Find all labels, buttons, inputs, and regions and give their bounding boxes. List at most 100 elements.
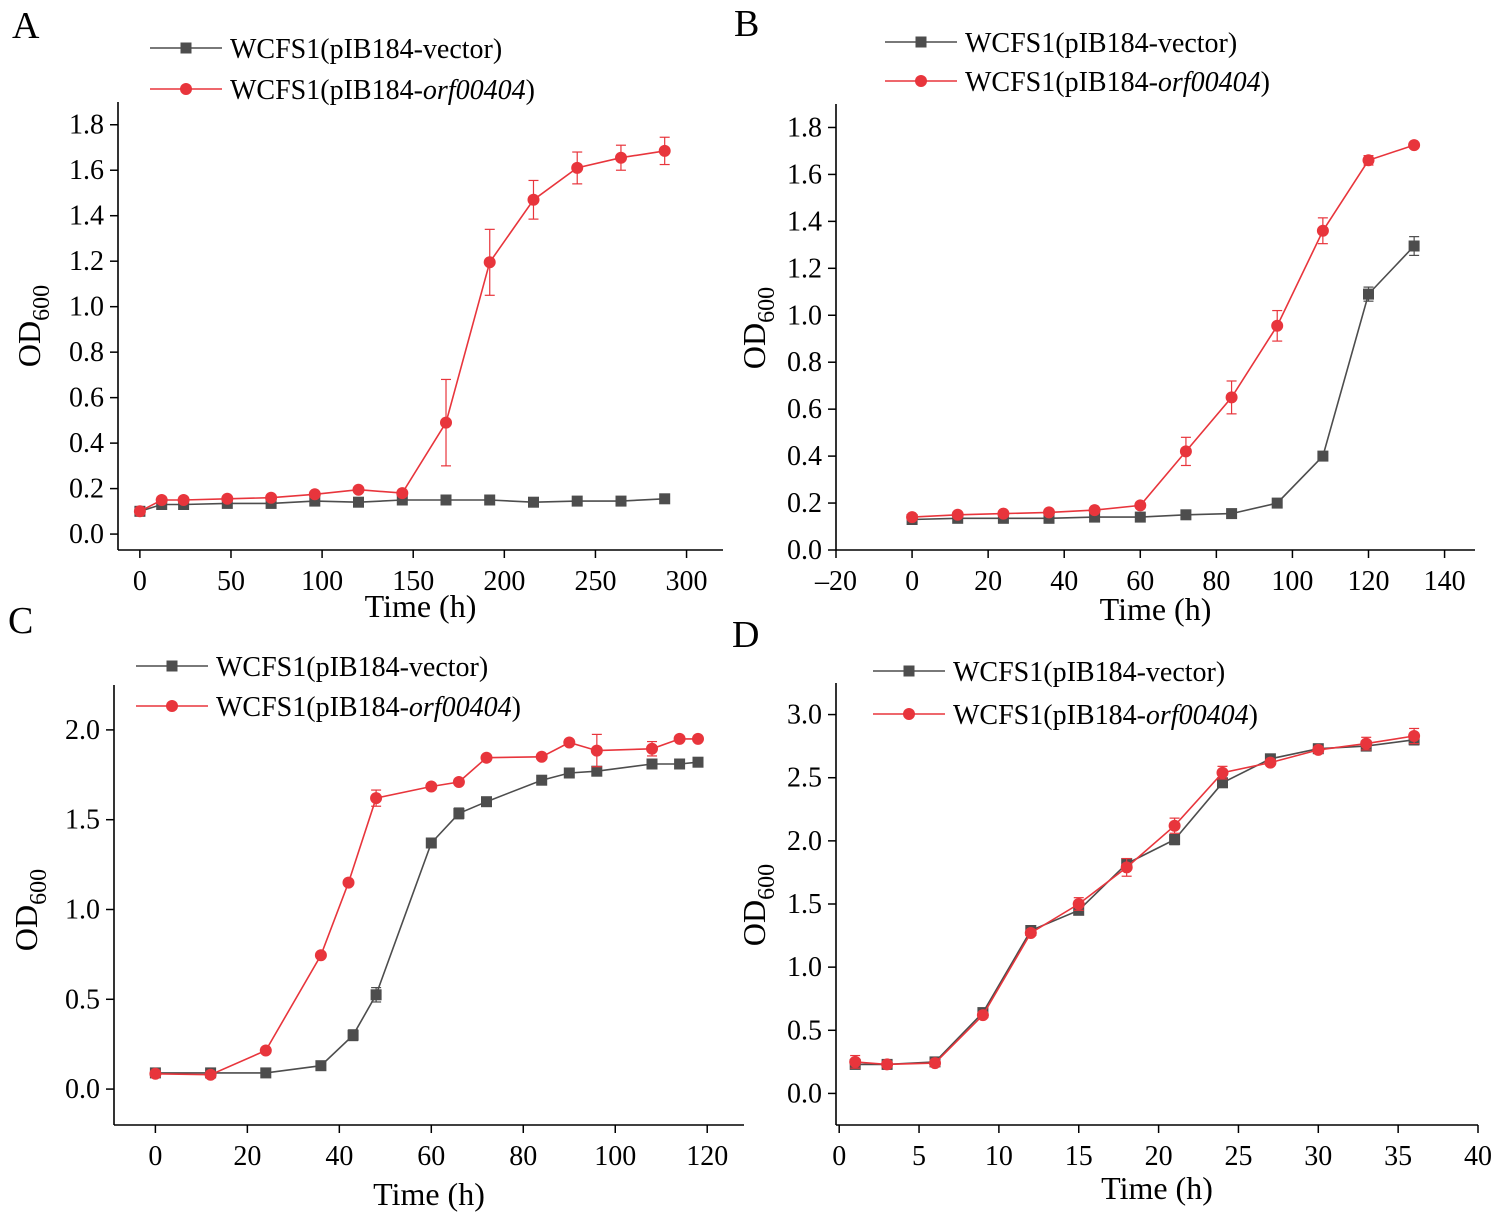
data-point <box>370 989 382 1001</box>
y-tick-label: 0.4 <box>69 428 104 459</box>
y-tick-label: 0.0 <box>787 535 822 566</box>
legend-label: WCFS1(pIB184-orf00404) <box>965 67 1270 98</box>
y-axis-title: OD600 <box>736 864 780 946</box>
x-tick-label: 0 <box>133 566 147 597</box>
data-point <box>527 193 540 206</box>
legend: WCFS1(pIB184-vector)WCFS1(pIB184-orf0040… <box>873 657 1258 731</box>
legend-label: WCFS1(pIB184-vector) <box>216 652 488 683</box>
x-tick-label: 200 <box>483 566 525 597</box>
y-axis-title-main: OD <box>736 900 772 946</box>
legend: WCFS1(pIB184-vector) WCFS1(pIB184-orf0040… <box>885 28 1270 98</box>
data-point <box>563 767 575 779</box>
legend-label: WCFS1(pIB184-vector) <box>953 657 1225 688</box>
x-tick-label: 140 <box>1424 566 1466 597</box>
data-point <box>1312 743 1325 756</box>
series-orf00404 <box>133 136 671 518</box>
x-axis-title: Time (h) <box>1100 591 1212 627</box>
series-line <box>912 245 1415 521</box>
x-axis-title: Time (h) <box>365 588 477 624</box>
data-point <box>396 487 409 500</box>
y-tick-label: 1.2 <box>787 253 822 284</box>
y-tick-label: 0.2 <box>69 474 104 505</box>
data-point <box>1072 898 1085 910</box>
legend-label-suffix: ) <box>512 692 521 723</box>
data-point <box>155 494 168 506</box>
legend-marker <box>903 665 915 677</box>
data-point <box>483 256 496 269</box>
data-point <box>480 751 493 764</box>
data-point <box>1225 391 1238 404</box>
data-point <box>536 774 548 786</box>
legend-label-suffix: vector) <box>1158 28 1237 59</box>
legend-label-prefix: WCFS1(pIB184- <box>965 67 1158 98</box>
x-tick-label: 35 <box>1384 1141 1412 1172</box>
panel-letter: A <box>12 5 40 47</box>
data-point <box>646 758 658 770</box>
legend-marker <box>180 83 192 95</box>
data-point <box>1408 139 1421 152</box>
x-tick-label: 120 <box>1348 566 1390 597</box>
data-point <box>149 1067 162 1080</box>
x-axis-title: Time (h) <box>1101 1170 1213 1206</box>
legend-label-suffix: ) <box>1249 700 1258 731</box>
data-point <box>425 837 437 849</box>
data-point <box>997 507 1010 520</box>
y-tick-label: 1.2 <box>69 246 104 277</box>
y-tick-label: 1.6 <box>787 159 822 190</box>
data-point <box>1362 154 1375 167</box>
x-tick-label: 100 <box>301 566 343 597</box>
y-axis-title-subscript: 600 <box>29 285 55 321</box>
y-tick-label: 1.0 <box>69 292 104 323</box>
legend-marker <box>903 708 915 720</box>
y-tick-label: 2.5 <box>787 763 822 794</box>
x-tick-label: 50 <box>217 566 245 597</box>
y-axis-title-subscript: 600 <box>754 287 780 323</box>
data-point <box>674 758 686 770</box>
y-axis-title-subscript: 600 <box>754 864 780 900</box>
data-point <box>591 765 603 777</box>
data-point <box>260 1067 272 1079</box>
data-point <box>1264 756 1277 769</box>
data-point <box>481 796 492 808</box>
series-line <box>139 498 665 513</box>
y-tick-label: 1.0 <box>65 894 100 925</box>
data-point <box>535 750 548 763</box>
data-point <box>528 496 539 508</box>
y-tick-label: 1.4 <box>69 201 104 232</box>
data-point <box>452 776 465 788</box>
data-point <box>308 488 321 501</box>
data-point <box>440 494 452 506</box>
y-axis-title-subscript: 600 <box>26 869 52 905</box>
data-point <box>314 949 327 962</box>
data-point <box>1408 730 1421 742</box>
x-tick-label: 15 <box>1065 1141 1093 1172</box>
x-tick-label: 40 <box>1050 566 1078 597</box>
data-point <box>1169 834 1181 846</box>
y-tick-label: 0.0 <box>65 1074 100 1105</box>
legend-label-prefix: WCFS1(pIB184- <box>953 657 1146 688</box>
legend-label-italic: orf00404 <box>1146 700 1249 731</box>
data-point <box>951 508 964 521</box>
data-point <box>692 756 704 768</box>
y-tick-label: 0.0 <box>69 519 104 550</box>
data-point <box>221 492 234 505</box>
y-tick-label: 0.5 <box>65 984 100 1015</box>
x-tick-label: 20 <box>233 1141 261 1172</box>
data-point <box>1216 766 1229 779</box>
data-point <box>1316 224 1329 237</box>
y-tick-label: 3.0 <box>787 700 822 731</box>
legend-label-prefix: WCFS1(pIB184- <box>216 692 409 723</box>
x-tick-label: 300 <box>666 566 708 597</box>
legend-label-prefix: WCFS1(pIB184- <box>965 28 1158 59</box>
legend-label: WCFS1(pIB184-orf00404) <box>216 692 521 723</box>
legend-label-prefix: WCFS1(pIB184- <box>953 700 1146 731</box>
data-point <box>849 1055 862 1068</box>
y-tick-label: 1.5 <box>787 889 822 920</box>
data-point <box>484 494 496 506</box>
x-tick-label: 20 <box>974 566 1002 597</box>
data-point <box>929 1057 941 1070</box>
data-point <box>571 161 584 174</box>
data-point <box>1134 511 1146 523</box>
data-point <box>1134 499 1147 512</box>
y-tick-label: 1.8 <box>69 110 104 141</box>
